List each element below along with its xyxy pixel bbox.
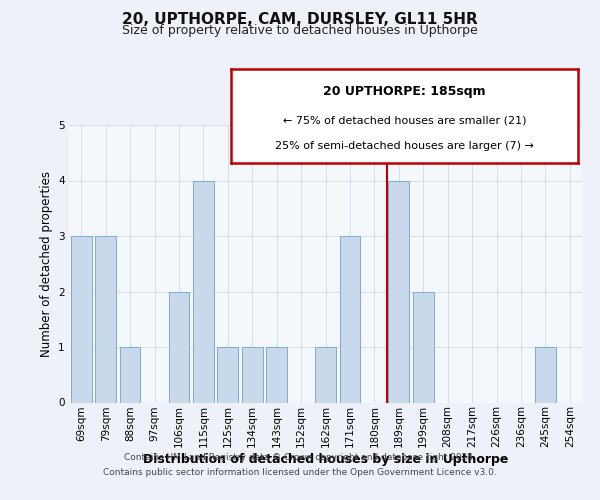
- Text: Size of property relative to detached houses in Upthorpe: Size of property relative to detached ho…: [122, 24, 478, 37]
- Text: Contains public sector information licensed under the Open Government Licence v3: Contains public sector information licen…: [103, 468, 497, 477]
- Bar: [217, 347, 238, 403]
- Text: ← 75% of detached houses are smaller (21): ← 75% of detached houses are smaller (21…: [283, 115, 526, 125]
- Bar: [95, 236, 116, 402]
- Bar: [388, 180, 409, 402]
- Bar: [413, 292, 434, 403]
- Text: Contains HM Land Registry data © Crown copyright and database right 2024.: Contains HM Land Registry data © Crown c…: [124, 453, 476, 462]
- Bar: [119, 347, 140, 403]
- Bar: [242, 347, 263, 403]
- Bar: [535, 347, 556, 403]
- Text: 25% of semi-detached houses are larger (7) →: 25% of semi-detached houses are larger (…: [275, 140, 534, 150]
- Bar: [266, 347, 287, 403]
- X-axis label: Distribution of detached houses by size in Upthorpe: Distribution of detached houses by size …: [143, 453, 508, 466]
- Y-axis label: Number of detached properties: Number of detached properties: [40, 171, 53, 357]
- Bar: [193, 180, 214, 402]
- Bar: [315, 347, 336, 403]
- Bar: [71, 236, 92, 402]
- Bar: [340, 236, 361, 402]
- Bar: [169, 292, 190, 403]
- Text: 20, UPTHORPE, CAM, DURSLEY, GL11 5HR: 20, UPTHORPE, CAM, DURSLEY, GL11 5HR: [122, 12, 478, 28]
- Text: 20 UPTHORPE: 185sqm: 20 UPTHORPE: 185sqm: [323, 86, 486, 98]
